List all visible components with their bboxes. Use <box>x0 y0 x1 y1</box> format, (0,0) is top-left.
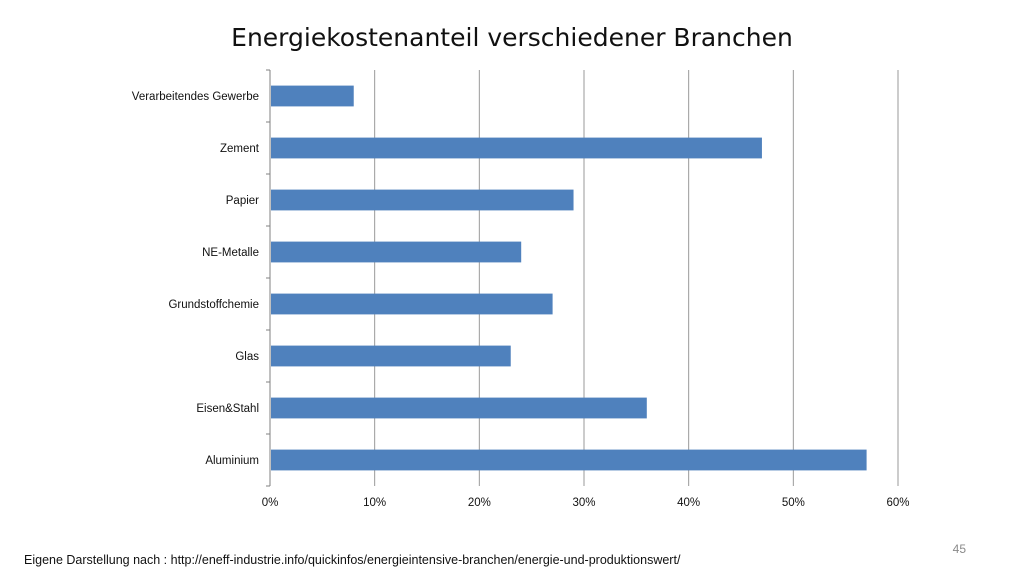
gridlines <box>374 70 899 486</box>
category-label: Aluminium <box>205 455 259 467</box>
category-label: NE-Metalle <box>202 247 259 259</box>
category-label: Glas <box>235 351 259 363</box>
bar <box>271 189 574 211</box>
page-number: 45 <box>952 542 966 556</box>
bars <box>271 85 867 471</box>
bar <box>271 241 522 263</box>
x-tick-label: 0% <box>262 497 279 509</box>
category-labels: Verarbeitendes Gewerbe Zement Papier NE-Met… <box>132 91 260 467</box>
bar <box>271 345 511 367</box>
x-tick-label: 20% <box>468 497 491 509</box>
bar <box>271 449 867 471</box>
x-tick-label: 40% <box>677 497 700 509</box>
chart-title: Energiekostenanteil verschiedener Branch… <box>231 23 793 52</box>
x-tick-label: 30% <box>572 497 595 509</box>
x-tick-label: 60% <box>886 497 909 509</box>
category-label: Verarbeitendes Gewerbe <box>132 91 259 103</box>
x-tick-label: 50% <box>782 497 805 509</box>
bar <box>271 293 553 315</box>
source-note: Eigene Darstellung nach : http://eneff-i… <box>24 553 681 567</box>
y-axis <box>266 69 271 487</box>
x-tick-label: 10% <box>363 497 386 509</box>
bar <box>271 397 647 419</box>
bar <box>271 137 762 159</box>
category-label: Eisen&Stahl <box>196 403 259 415</box>
x-tick-labels: 0% 10% 20% 30% 40% 50% 60% <box>262 497 910 509</box>
category-label: Grundstoffchemie <box>168 299 259 311</box>
bar <box>271 85 354 107</box>
category-label: Zement <box>220 143 260 155</box>
category-label: Papier <box>226 195 259 207</box>
